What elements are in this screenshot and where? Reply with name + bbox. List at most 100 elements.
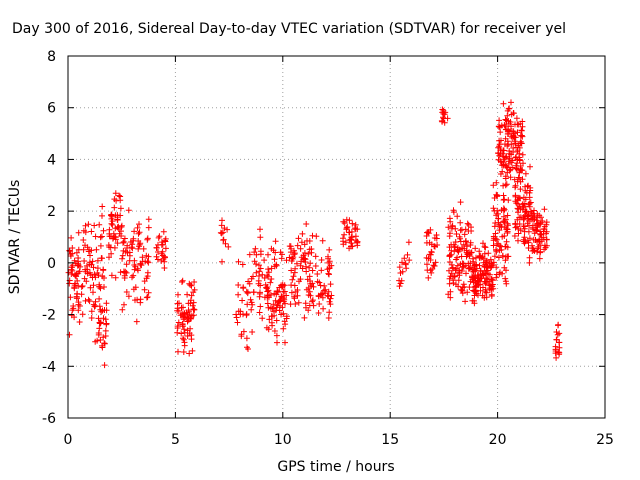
data-point	[519, 176, 526, 183]
data-point	[83, 262, 90, 269]
data-point	[291, 295, 298, 302]
data-point	[257, 265, 264, 272]
data-point	[457, 199, 464, 206]
data-point	[239, 297, 246, 304]
data-point	[137, 296, 144, 303]
data-point	[188, 292, 195, 299]
data-point	[486, 260, 493, 267]
data-point	[520, 216, 527, 223]
data-point	[280, 310, 287, 317]
data-point	[520, 223, 527, 230]
data-point	[136, 241, 143, 248]
data-point	[122, 248, 129, 255]
data-point	[153, 253, 160, 260]
data-point	[74, 291, 80, 297]
data-point	[531, 207, 537, 214]
data-point	[123, 289, 130, 295]
data-point	[515, 225, 522, 232]
data-point	[75, 299, 82, 306]
data-point	[472, 245, 479, 252]
data-point	[503, 126, 510, 133]
data-point	[93, 246, 100, 253]
data-point	[153, 245, 160, 251]
plot-frame	[67, 55, 606, 419]
data-point	[303, 263, 309, 270]
data-point	[186, 280, 193, 287]
data-point	[482, 280, 489, 287]
data-point	[274, 302, 281, 309]
data-point	[294, 287, 301, 293]
data-point	[101, 362, 108, 369]
data-point	[100, 266, 107, 273]
data-point	[517, 195, 524, 202]
data-point	[476, 248, 483, 255]
data-point	[503, 238, 510, 245]
data-point	[91, 222, 98, 229]
data-point	[78, 283, 85, 290]
data-point	[468, 228, 475, 234]
data-point	[314, 278, 321, 285]
data-point	[80, 237, 87, 243]
data-point	[496, 227, 503, 234]
data-point	[275, 298, 282, 305]
data-point	[469, 266, 476, 273]
data-point	[318, 291, 324, 298]
data-point	[507, 174, 514, 181]
data-point	[79, 311, 86, 318]
data-point	[141, 278, 148, 285]
data-point	[536, 255, 543, 262]
data-point	[119, 252, 126, 259]
data-point	[307, 260, 314, 267]
data-point	[406, 257, 413, 264]
data-point	[526, 218, 533, 224]
data-point	[301, 255, 308, 262]
data-point	[510, 110, 517, 116]
data-point	[309, 298, 316, 305]
data-point	[145, 224, 152, 231]
data-point	[428, 241, 435, 248]
data-point	[156, 233, 163, 240]
data-point	[522, 209, 529, 216]
data-point	[145, 289, 152, 296]
data-point	[65, 269, 72, 276]
data-point	[175, 291, 181, 298]
data-point	[246, 251, 253, 258]
data-point	[503, 280, 510, 287]
data-point	[287, 301, 294, 308]
data-point	[135, 245, 142, 252]
data-point	[482, 288, 489, 295]
data-point	[96, 295, 103, 302]
data-point	[280, 325, 287, 332]
data-point	[100, 315, 107, 322]
data-point	[178, 304, 185, 311]
data-point	[500, 100, 507, 107]
data-point	[97, 337, 104, 343]
data-point	[76, 319, 83, 325]
data-point	[462, 226, 469, 233]
data-point	[188, 332, 195, 339]
data-point	[481, 250, 488, 257]
data-point	[541, 206, 548, 213]
x-tick-label: 0	[64, 432, 73, 448]
data-point	[327, 301, 334, 308]
data-point	[265, 251, 271, 258]
data-point	[308, 283, 315, 290]
data-point	[297, 276, 304, 283]
data-point	[538, 214, 544, 221]
data-point	[121, 275, 128, 281]
data-point	[158, 257, 165, 264]
data-point	[516, 169, 523, 176]
data-point	[536, 236, 543, 243]
data-point	[190, 289, 197, 296]
data-point	[66, 331, 73, 338]
data-point	[257, 234, 264, 241]
data-point	[108, 250, 115, 257]
data-point	[318, 267, 325, 274]
data-point	[140, 245, 147, 252]
data-point	[180, 335, 186, 342]
data-point	[256, 262, 262, 269]
data-point	[240, 285, 247, 292]
data-point	[351, 225, 358, 232]
data-point	[103, 300, 110, 307]
data-point	[427, 251, 434, 258]
